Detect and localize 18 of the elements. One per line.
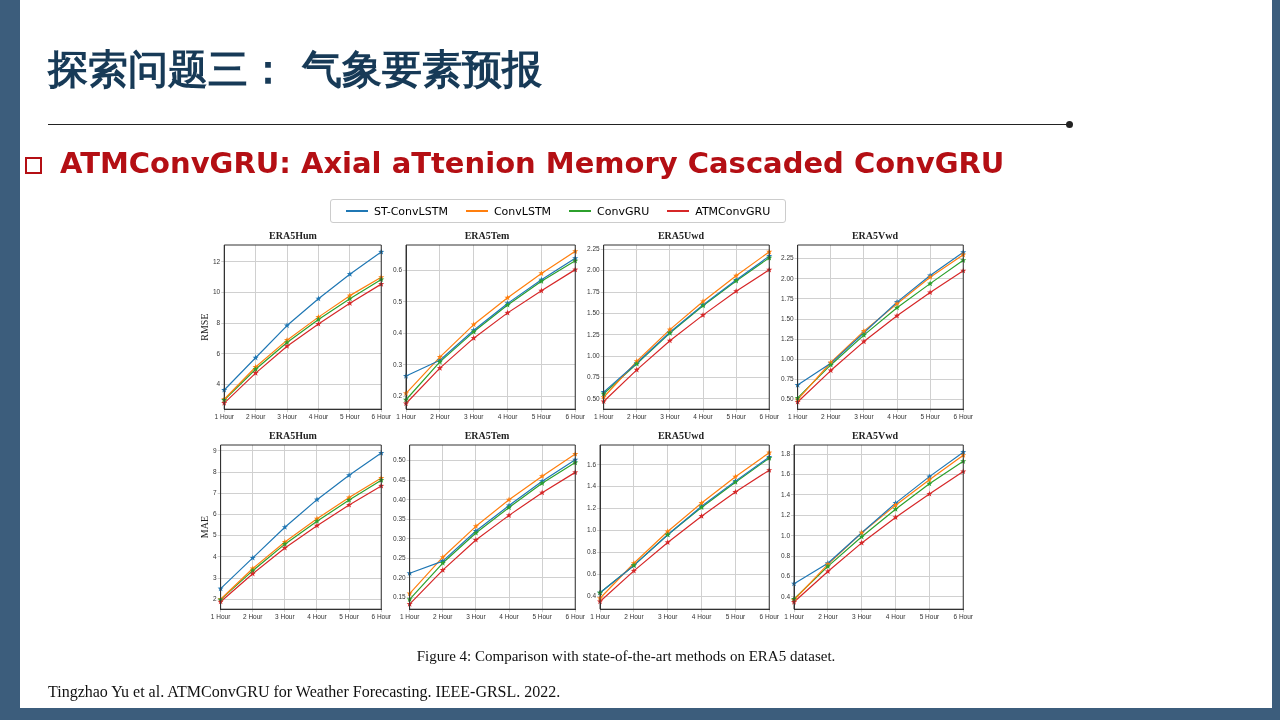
caption: Figure 4: Comparison with state-of-the-art methods on ERA5 dataset.: [415, 648, 837, 665]
chart-title: ERA5Uwd: [657, 229, 705, 241]
text: 探索问题三： 气象要素预报: [48, 45, 542, 94]
legend-label: ConvGRU: [597, 204, 650, 218]
chart-title: ERA5Vwd: [851, 229, 899, 241]
text: ATMConvGRU: Axial aTtenion Memory Cascaded ConvGRU: [60, 146, 1005, 180]
chart-title: ERA5Tem: [464, 229, 510, 241]
chart-title: ERA5Hum: [269, 229, 318, 241]
y-axis-title: RMSE: [198, 313, 210, 341]
text: Tingzhao Yu et al. ATMConvGRU for Weather Forecasting. IEEE-GRSL. 2022.: [48, 683, 561, 701]
chart-title: ERA5Vwd: [851, 429, 899, 441]
legend-label: ConvLSTM: [493, 204, 552, 218]
chart-title: ERA5Tem: [464, 429, 510, 441]
y-axis-title: MAE: [198, 515, 210, 539]
legend-label: ATMConvGRU: [695, 204, 771, 218]
legend-label: ST-ConvLSTM: [374, 204, 448, 218]
chart-title: ERA5Hum: [269, 429, 318, 441]
chart-title: ERA5Uwd: [657, 429, 705, 441]
